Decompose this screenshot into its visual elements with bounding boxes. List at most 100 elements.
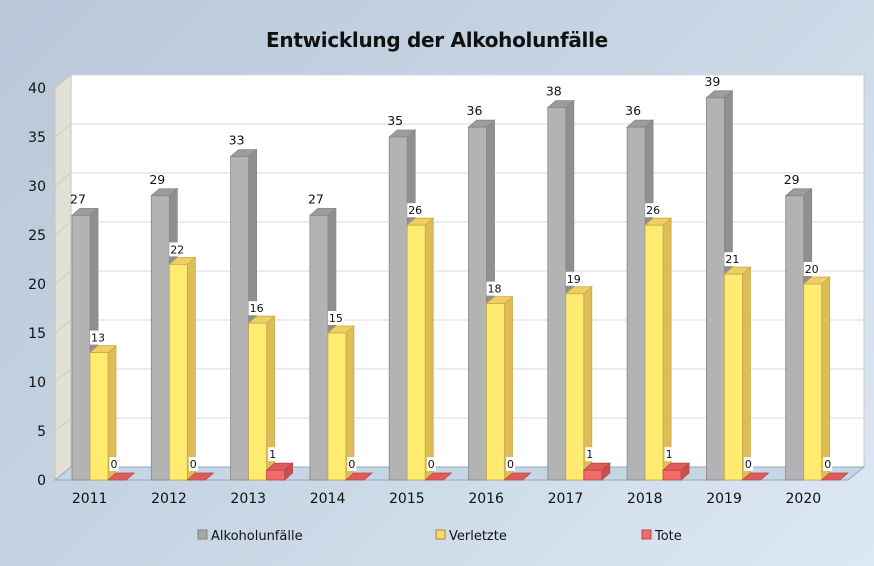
data-label: 36 bbox=[625, 103, 641, 118]
bar-verletzte bbox=[406, 217, 435, 481]
bar-top bbox=[503, 472, 532, 481]
legend-label: Verletzte bbox=[449, 529, 507, 544]
bar-verletzte bbox=[247, 315, 276, 481]
bar-tote bbox=[424, 472, 453, 481]
y-tick-label: 0 bbox=[37, 473, 46, 489]
data-label-bg bbox=[565, 271, 582, 286]
y-tick-label: 30 bbox=[28, 179, 46, 195]
bar-top bbox=[106, 472, 136, 481]
x-tick-label: 2014 bbox=[310, 491, 346, 507]
bar-front bbox=[168, 263, 188, 481]
x-tick-label: 2013 bbox=[230, 491, 266, 507]
data-label: 1 bbox=[269, 448, 276, 461]
bar-front bbox=[547, 107, 567, 481]
bar-top bbox=[344, 472, 373, 481]
data-label: 16 bbox=[250, 302, 264, 315]
data-label: 0 bbox=[190, 458, 197, 471]
y-tick-label: 35 bbox=[28, 130, 46, 146]
gridline-side bbox=[54, 74, 72, 89]
bar-tote bbox=[265, 462, 294, 481]
bar-tote bbox=[820, 472, 849, 481]
data-label: 29 bbox=[784, 172, 800, 187]
bar-front bbox=[248, 322, 268, 481]
data-label: 33 bbox=[229, 133, 245, 148]
data-label-bg bbox=[823, 457, 833, 471]
data-label: 1 bbox=[586, 448, 593, 461]
bar-front bbox=[327, 332, 347, 481]
bar-tote bbox=[106, 472, 136, 481]
bar-front bbox=[626, 126, 646, 481]
data-label: 29 bbox=[149, 172, 165, 187]
x-tick-label: 2017 bbox=[548, 491, 584, 507]
y-tick-label: 5 bbox=[37, 424, 46, 440]
data-label: 0 bbox=[824, 458, 831, 471]
bar-front bbox=[644, 224, 664, 481]
legend-item: Verletzte bbox=[435, 529, 507, 544]
gridline-side bbox=[54, 417, 72, 432]
data-label: 0 bbox=[745, 458, 752, 471]
bar-verletzte bbox=[564, 285, 593, 481]
bar-top bbox=[424, 472, 453, 481]
bar-tote bbox=[582, 462, 611, 481]
data-label-bg bbox=[426, 457, 436, 471]
y-tick-label: 40 bbox=[28, 81, 46, 97]
legend-swatch bbox=[197, 529, 208, 540]
legend-label: Tote bbox=[654, 529, 682, 544]
bar-front bbox=[706, 97, 725, 481]
bar-front bbox=[662, 469, 682, 481]
data-label-bg bbox=[664, 447, 674, 462]
data-label: 20 bbox=[805, 263, 819, 276]
data-label-bg bbox=[327, 311, 344, 325]
bar-front bbox=[468, 126, 487, 481]
data-label-bg bbox=[109, 457, 119, 471]
data-label: 22 bbox=[170, 243, 184, 256]
data-label: 13 bbox=[91, 332, 105, 345]
data-label-bg bbox=[585, 447, 595, 462]
gridline-side bbox=[54, 123, 72, 138]
bar-front bbox=[583, 469, 603, 481]
x-tick-label: 2016 bbox=[468, 491, 504, 507]
data-label-bg bbox=[724, 252, 741, 267]
legend-swatch bbox=[641, 529, 652, 540]
bar-front bbox=[565, 293, 585, 481]
bar-front bbox=[724, 273, 743, 481]
bar-tote bbox=[186, 472, 215, 481]
legend-item: Alkoholunfälle bbox=[197, 529, 303, 544]
data-label: 21 bbox=[725, 253, 739, 266]
data-label-bg bbox=[407, 203, 424, 218]
data-label: 27 bbox=[70, 191, 86, 206]
bar-top bbox=[186, 472, 215, 481]
data-label: 36 bbox=[467, 103, 483, 118]
data-label-bg bbox=[506, 457, 515, 471]
bar-front bbox=[150, 195, 170, 481]
bar-verletzte bbox=[723, 266, 752, 481]
bar-side bbox=[424, 217, 434, 481]
bar-tote bbox=[741, 472, 770, 481]
data-label: 0 bbox=[428, 458, 435, 471]
legend-swatch bbox=[435, 529, 446, 540]
bar-tote bbox=[503, 472, 532, 481]
data-label: 39 bbox=[704, 74, 720, 89]
bar-side bbox=[504, 295, 513, 481]
bar-tote bbox=[662, 462, 691, 481]
data-label: 38 bbox=[546, 84, 562, 99]
data-label: 26 bbox=[408, 204, 422, 217]
x-tick-label: 2020 bbox=[786, 491, 822, 507]
bar-verletzte bbox=[326, 325, 355, 481]
x-tick-label: 2018 bbox=[627, 491, 663, 507]
bar-alkoholunf-lle bbox=[229, 148, 258, 481]
data-label-bg bbox=[803, 262, 820, 276]
gridline-side bbox=[54, 319, 72, 334]
data-label: 26 bbox=[646, 204, 660, 217]
gridline-side bbox=[54, 221, 72, 236]
x-tick-label: 2015 bbox=[389, 491, 425, 507]
y-tick-label: 20 bbox=[28, 277, 46, 293]
bar-front bbox=[486, 303, 505, 481]
bar-front bbox=[309, 214, 329, 481]
bar-front bbox=[388, 136, 408, 481]
bar-top bbox=[820, 472, 849, 481]
data-label-bg bbox=[645, 203, 662, 218]
bars bbox=[70, 89, 849, 481]
